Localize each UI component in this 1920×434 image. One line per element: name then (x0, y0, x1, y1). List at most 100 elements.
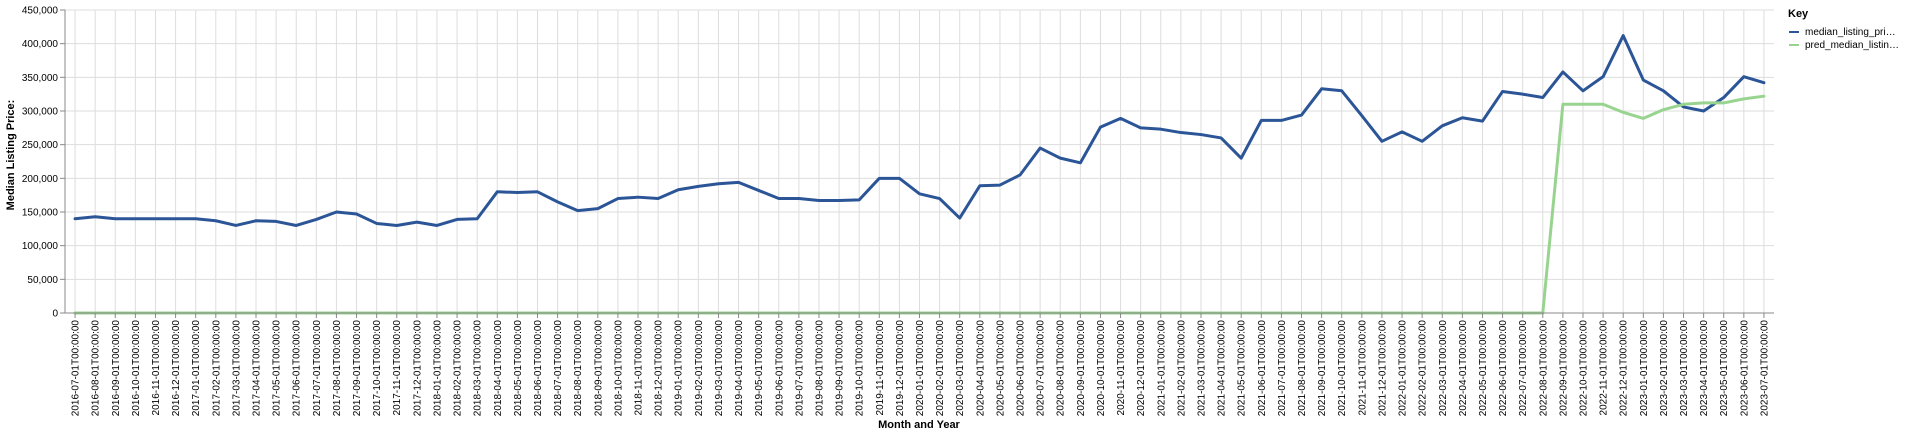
x-tick-label: 2016-12-01T00:00:00 (171, 320, 182, 417)
y-tick-labels: 0 50,000 100,000 150,000 200,000 250,000 300,0… (22, 6, 59, 320)
x-tick-label: 2019-02-01T00:00:00 (694, 320, 705, 417)
x-tick-label: 2017-11-01T00:00:00 (392, 320, 403, 416)
x-tick-label: 2016-07-01T00:00:00 (71, 320, 82, 417)
x-tick-label: 2023-02-01T00:00:00 (1659, 320, 1670, 417)
x-tick-label: 2020-09-01T00:00:00 (1076, 320, 1087, 417)
x-tick-label: 2021-06-01T00:00:00 (1257, 320, 1268, 417)
y-tick-label: 300,000 (22, 107, 59, 118)
x-tick-label: 2017-04-01T00:00:00 (252, 320, 263, 417)
y-tick-label: 100,000 (22, 241, 59, 252)
x-tick-label: 2017-09-01T00:00:00 (352, 320, 363, 417)
x-tick-label: 2021-05-01T00:00:00 (1237, 320, 1248, 417)
x-tick-label: 2018-06-01T00:00:00 (533, 320, 544, 417)
x-tick-label: 2018-05-01T00:00:00 (513, 320, 524, 417)
x-tick-label: 2020-06-01T00:00:00 (1016, 320, 1027, 417)
x-tick-label: 2017-06-01T00:00:00 (292, 320, 303, 417)
x-tick-label: 2019-08-01T00:00:00 (814, 320, 825, 417)
legend-label-pred-median-listing-price: pred_median_listin… (1805, 40, 1899, 51)
legend-label-median-listing-price: median_listing_pri… (1805, 27, 1896, 38)
x-tick-label: 2020-10-01T00:00:00 (1096, 320, 1107, 417)
y-tick-label: 50,000 (27, 275, 58, 286)
x-tick-label: 2017-08-01T00:00:00 (332, 320, 343, 417)
x-tick-label: 2019-04-01T00:00:00 (734, 320, 745, 417)
x-tick-label: 2018-02-01T00:00:00 (453, 320, 464, 417)
x-tick-label: 2020-01-01T00:00:00 (915, 320, 926, 417)
x-tick-label: 2022-12-01T00:00:00 (1619, 320, 1630, 417)
x-tick-label: 2023-05-01T00:00:00 (1719, 320, 1730, 417)
x-tick-label: 2019-06-01T00:00:00 (774, 320, 785, 417)
series-line-median-listing-price (73, 34, 1766, 227)
x-tick-label: 2023-07-01T00:00:00 (1759, 320, 1770, 417)
x-tick-label: 2020-11-01T00:00:00 (1116, 320, 1127, 416)
x-tick-label: 2017-03-01T00:00:00 (231, 320, 242, 417)
x-tick-label: 2020-02-01T00:00:00 (935, 320, 946, 417)
y-tick-label: 350,000 (22, 73, 59, 84)
x-tick-label: 2021-07-01T00:00:00 (1277, 320, 1288, 417)
x-tick-label: 2018-01-01T00:00:00 (432, 320, 443, 417)
y-tick-label: 200,000 (22, 174, 59, 185)
x-tick-label: 2022-05-01T00:00:00 (1478, 320, 1489, 417)
legend-title: Key (1788, 8, 1809, 20)
legend: Key median_listing_pri… pred_median_list… (1788, 8, 1899, 51)
x-tick-label: 2017-10-01T00:00:00 (372, 320, 383, 417)
x-tick-label: 2021-10-01T00:00:00 (1337, 320, 1348, 417)
x-tick-label: 2019-01-01T00:00:00 (674, 320, 685, 417)
x-tick-label: 2023-04-01T00:00:00 (1699, 320, 1710, 417)
x-tick-label: 2016-11-01T00:00:00 (151, 320, 162, 416)
y-tick-label: 150,000 (22, 208, 59, 219)
x-tick-label: 2021-01-01T00:00:00 (1156, 320, 1167, 417)
x-tick-label: 2018-07-01T00:00:00 (553, 320, 564, 417)
axes (60, 9, 1774, 318)
x-tick-label: 2023-03-01T00:00:00 (1679, 320, 1690, 417)
x-tick-label: 2022-03-01T00:00:00 (1438, 320, 1449, 417)
x-tick-label: 2021-04-01T00:00:00 (1217, 320, 1228, 417)
x-tick-label: 2022-09-01T00:00:00 (1558, 320, 1569, 417)
x-tick-label: 2022-07-01T00:00:00 (1518, 320, 1529, 417)
x-tick-label: 2022-02-01T00:00:00 (1418, 320, 1429, 417)
x-tick-label: 2021-03-01T00:00:00 (1196, 320, 1207, 417)
x-tick-label: 2021-12-01T00:00:00 (1377, 320, 1388, 417)
x-tick-label: 2019-03-01T00:00:00 (714, 320, 725, 417)
x-tick-label: 2019-10-01T00:00:00 (855, 320, 866, 417)
x-tick-label: 2018-11-01T00:00:00 (634, 320, 645, 416)
x-tick-label: 2022-06-01T00:00:00 (1498, 320, 1509, 417)
x-tick-label: 2018-08-01T00:00:00 (573, 320, 584, 417)
x-tick-label: 2023-01-01T00:00:00 (1639, 320, 1650, 417)
x-tick-label: 2019-07-01T00:00:00 (794, 320, 805, 417)
x-tick-label: 2023-06-01T00:00:00 (1739, 320, 1750, 417)
x-tick-label: 2018-12-01T00:00:00 (654, 320, 665, 417)
x-axis-title: Month and Year (878, 419, 960, 431)
y-tick-label: 0 (52, 309, 58, 320)
x-tick-label: 2021-02-01T00:00:00 (1176, 320, 1187, 417)
x-tick-label: 2018-10-01T00:00:00 (613, 320, 624, 417)
x-tick-label: 2021-09-01T00:00:00 (1317, 320, 1328, 417)
x-tick-label: 2022-08-01T00:00:00 (1538, 320, 1549, 417)
y-tick-label: 250,000 (22, 140, 59, 151)
x-tick-label: 2020-07-01T00:00:00 (1036, 320, 1047, 417)
x-tick-label: 2018-09-01T00:00:00 (593, 320, 604, 417)
x-tick-label: 2017-02-01T00:00:00 (211, 320, 222, 417)
x-tick-label: 2022-11-01T00:00:00 (1599, 320, 1610, 416)
y-tick-label: 400,000 (22, 39, 59, 50)
y-tick-label: 450,000 (22, 6, 59, 17)
x-tick-label: 2018-03-01T00:00:00 (473, 320, 484, 417)
x-tick-label: 2020-04-01T00:00:00 (975, 320, 986, 417)
y-axis-title: Median Listing Price: (5, 100, 17, 211)
x-tick-label: 2016-10-01T00:00:00 (131, 320, 142, 417)
x-tick-label: 2022-10-01T00:00:00 (1578, 320, 1589, 417)
x-tick-label: 2020-08-01T00:00:00 (1056, 320, 1067, 417)
grid-lines (65, 9, 1774, 314)
x-tick-label: 2021-11-01T00:00:00 (1357, 320, 1368, 416)
x-tick-label: 2017-07-01T00:00:00 (312, 320, 323, 417)
x-tick-label: 2022-04-01T00:00:00 (1458, 320, 1469, 417)
x-tick-label: 2018-04-01T00:00:00 (493, 320, 504, 417)
x-tick-label: 2022-01-01T00:00:00 (1398, 320, 1409, 417)
x-tick-label: 2020-05-01T00:00:00 (995, 320, 1006, 417)
x-tick-label: 2019-05-01T00:00:00 (754, 320, 765, 417)
x-tick-label: 2019-11-01T00:00:00 (875, 320, 886, 416)
x-tick-label: 2021-08-01T00:00:00 (1297, 320, 1308, 417)
x-tick-labels: 2016-07-01T00:00:00 2016-08-01T00:00:00 20… (71, 320, 1771, 417)
x-tick-label: 2019-12-01T00:00:00 (895, 320, 906, 417)
x-tick-label: 2019-09-01T00:00:00 (835, 320, 846, 417)
